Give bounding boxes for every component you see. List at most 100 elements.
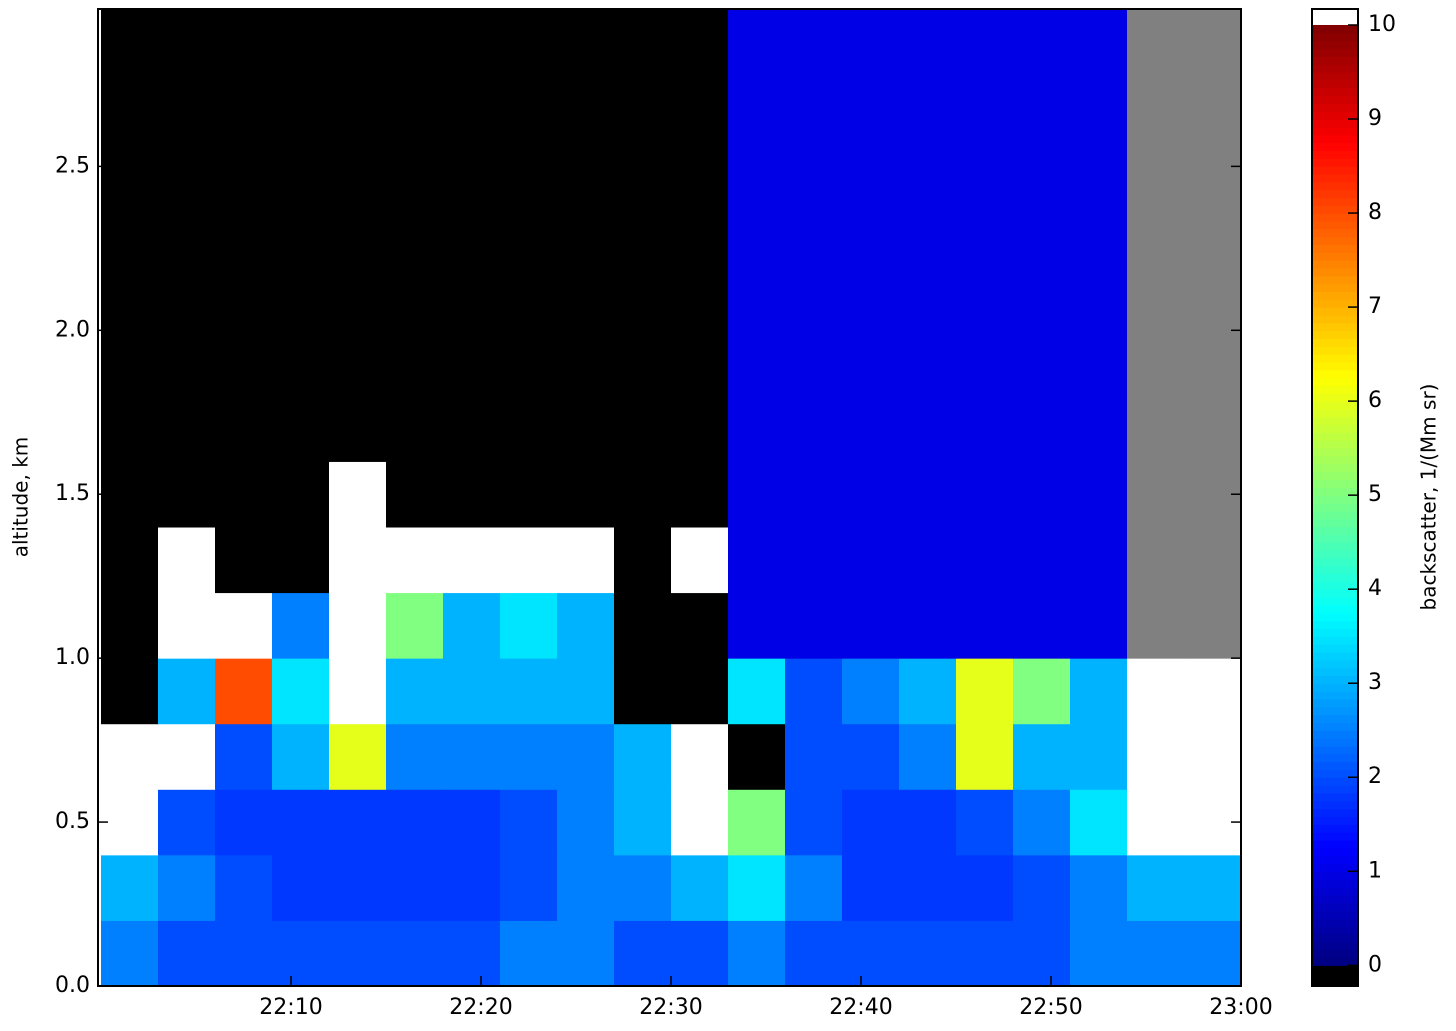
heatmap-cell bbox=[671, 527, 729, 594]
heatmap-cell bbox=[956, 658, 1014, 725]
heatmap-cell bbox=[386, 789, 444, 856]
heatmap-cell bbox=[1013, 789, 1071, 856]
heatmap-cell bbox=[272, 527, 330, 594]
heatmap-cell bbox=[386, 133, 444, 200]
heatmap-cell bbox=[1184, 264, 1241, 331]
heatmap-cell bbox=[101, 9, 159, 69]
heatmap-cell bbox=[785, 330, 843, 397]
heatmap-cell bbox=[215, 854, 273, 921]
heatmap-cell bbox=[1184, 723, 1241, 790]
heatmap-cell bbox=[443, 723, 501, 790]
colorbar-step bbox=[1312, 408, 1358, 418]
heatmap-cell bbox=[557, 264, 615, 331]
heatmap-cell bbox=[329, 527, 387, 594]
colorbar-step bbox=[1312, 79, 1358, 89]
heatmap-cell bbox=[785, 199, 843, 266]
heatmap-cell bbox=[443, 461, 501, 528]
heatmap-cell bbox=[1127, 920, 1185, 986]
heatmap-cell bbox=[1127, 330, 1185, 397]
heatmap-cell bbox=[785, 133, 843, 200]
colorbar-tick-label: 10 bbox=[1368, 12, 1396, 37]
heatmap-cell bbox=[500, 330, 558, 397]
colorbar-step bbox=[1312, 612, 1358, 622]
y-tick-label: 0.0 bbox=[55, 973, 90, 998]
heatmap-cell bbox=[1127, 199, 1185, 266]
colorbar-step bbox=[1312, 377, 1358, 387]
heatmap-cell bbox=[329, 592, 387, 659]
colorbar-step bbox=[1312, 361, 1358, 371]
heatmap-cell bbox=[956, 330, 1014, 397]
heatmap-cell bbox=[329, 789, 387, 856]
colorbar-step bbox=[1312, 957, 1358, 966]
colorbar-step bbox=[1312, 322, 1358, 332]
heatmap-cell bbox=[500, 789, 558, 856]
plot-frame bbox=[97, 8, 1242, 987]
heatmap-cell bbox=[785, 920, 843, 986]
colorbar-step bbox=[1312, 800, 1358, 810]
colorbar-tick-label: 2 bbox=[1368, 764, 1382, 789]
heatmap-cell bbox=[443, 527, 501, 594]
heatmap-cell bbox=[1127, 133, 1185, 200]
colorbar-step bbox=[1312, 879, 1358, 888]
colorbar-step bbox=[1312, 714, 1358, 723]
heatmap-cell bbox=[329, 68, 387, 135]
heatmap-cell bbox=[500, 133, 558, 200]
colorbar-step bbox=[1312, 244, 1358, 253]
heatmap-cell bbox=[671, 789, 729, 856]
colorbar-step bbox=[1312, 126, 1358, 136]
colorbar-step bbox=[1312, 651, 1358, 661]
heatmap-cell bbox=[1070, 723, 1128, 790]
heatmap-cell bbox=[215, 330, 273, 397]
heatmap-cell bbox=[614, 854, 672, 921]
heatmap-cell bbox=[842, 920, 900, 986]
heatmap-cell bbox=[443, 592, 501, 659]
heatmap-cell bbox=[101, 592, 159, 659]
heatmap-cell bbox=[386, 592, 444, 659]
colorbar-step bbox=[1312, 197, 1358, 206]
heatmap-cell bbox=[1184, 9, 1241, 69]
colorbar-step bbox=[1312, 871, 1358, 880]
heatmap-cell bbox=[671, 9, 729, 69]
heatmap-cell bbox=[614, 199, 672, 266]
heatmap-cell bbox=[272, 68, 330, 135]
heatmap-cell bbox=[1070, 658, 1128, 725]
heatmap-cell bbox=[842, 68, 900, 135]
heatmap-cell bbox=[1013, 330, 1071, 397]
heatmap-cell bbox=[215, 527, 273, 594]
heatmap-cell bbox=[500, 854, 558, 921]
colorbar-step bbox=[1312, 471, 1358, 481]
colorbar-step bbox=[1312, 205, 1358, 214]
heatmap-cell bbox=[728, 461, 786, 528]
y-tick-label: 2.0 bbox=[55, 317, 90, 342]
colorbar-step bbox=[1312, 620, 1358, 629]
heatmap-cell bbox=[728, 592, 786, 659]
heatmap-cell bbox=[215, 592, 273, 659]
heatmap-cell bbox=[215, 920, 273, 986]
heatmap-cell bbox=[614, 723, 672, 790]
colorbar-step bbox=[1312, 479, 1358, 488]
heatmap-cell bbox=[386, 9, 444, 69]
heatmap-cell bbox=[272, 133, 330, 200]
colorbar-step bbox=[1312, 902, 1358, 912]
colorbar-step bbox=[1312, 933, 1358, 943]
colorbar-step bbox=[1312, 385, 1358, 394]
heatmap-cell bbox=[1070, 68, 1128, 135]
colorbar-step bbox=[1312, 330, 1358, 340]
y-tick-label: 1.0 bbox=[55, 645, 90, 670]
colorbar-step bbox=[1312, 691, 1358, 700]
heatmap-cell bbox=[728, 199, 786, 266]
heatmap-cell bbox=[785, 723, 843, 790]
heatmap-cell bbox=[899, 133, 957, 200]
heatmap-cell bbox=[272, 461, 330, 528]
heatmap-cell bbox=[272, 330, 330, 397]
colorbar-step bbox=[1312, 941, 1358, 951]
heatmap-cell bbox=[386, 658, 444, 725]
heatmap-cell bbox=[1070, 264, 1128, 331]
heatmap-cell bbox=[728, 658, 786, 725]
heatmap-cell bbox=[215, 133, 273, 200]
heatmap-cell bbox=[1013, 9, 1071, 69]
colorbar-step bbox=[1312, 158, 1358, 167]
heatmap-cell bbox=[728, 330, 786, 397]
